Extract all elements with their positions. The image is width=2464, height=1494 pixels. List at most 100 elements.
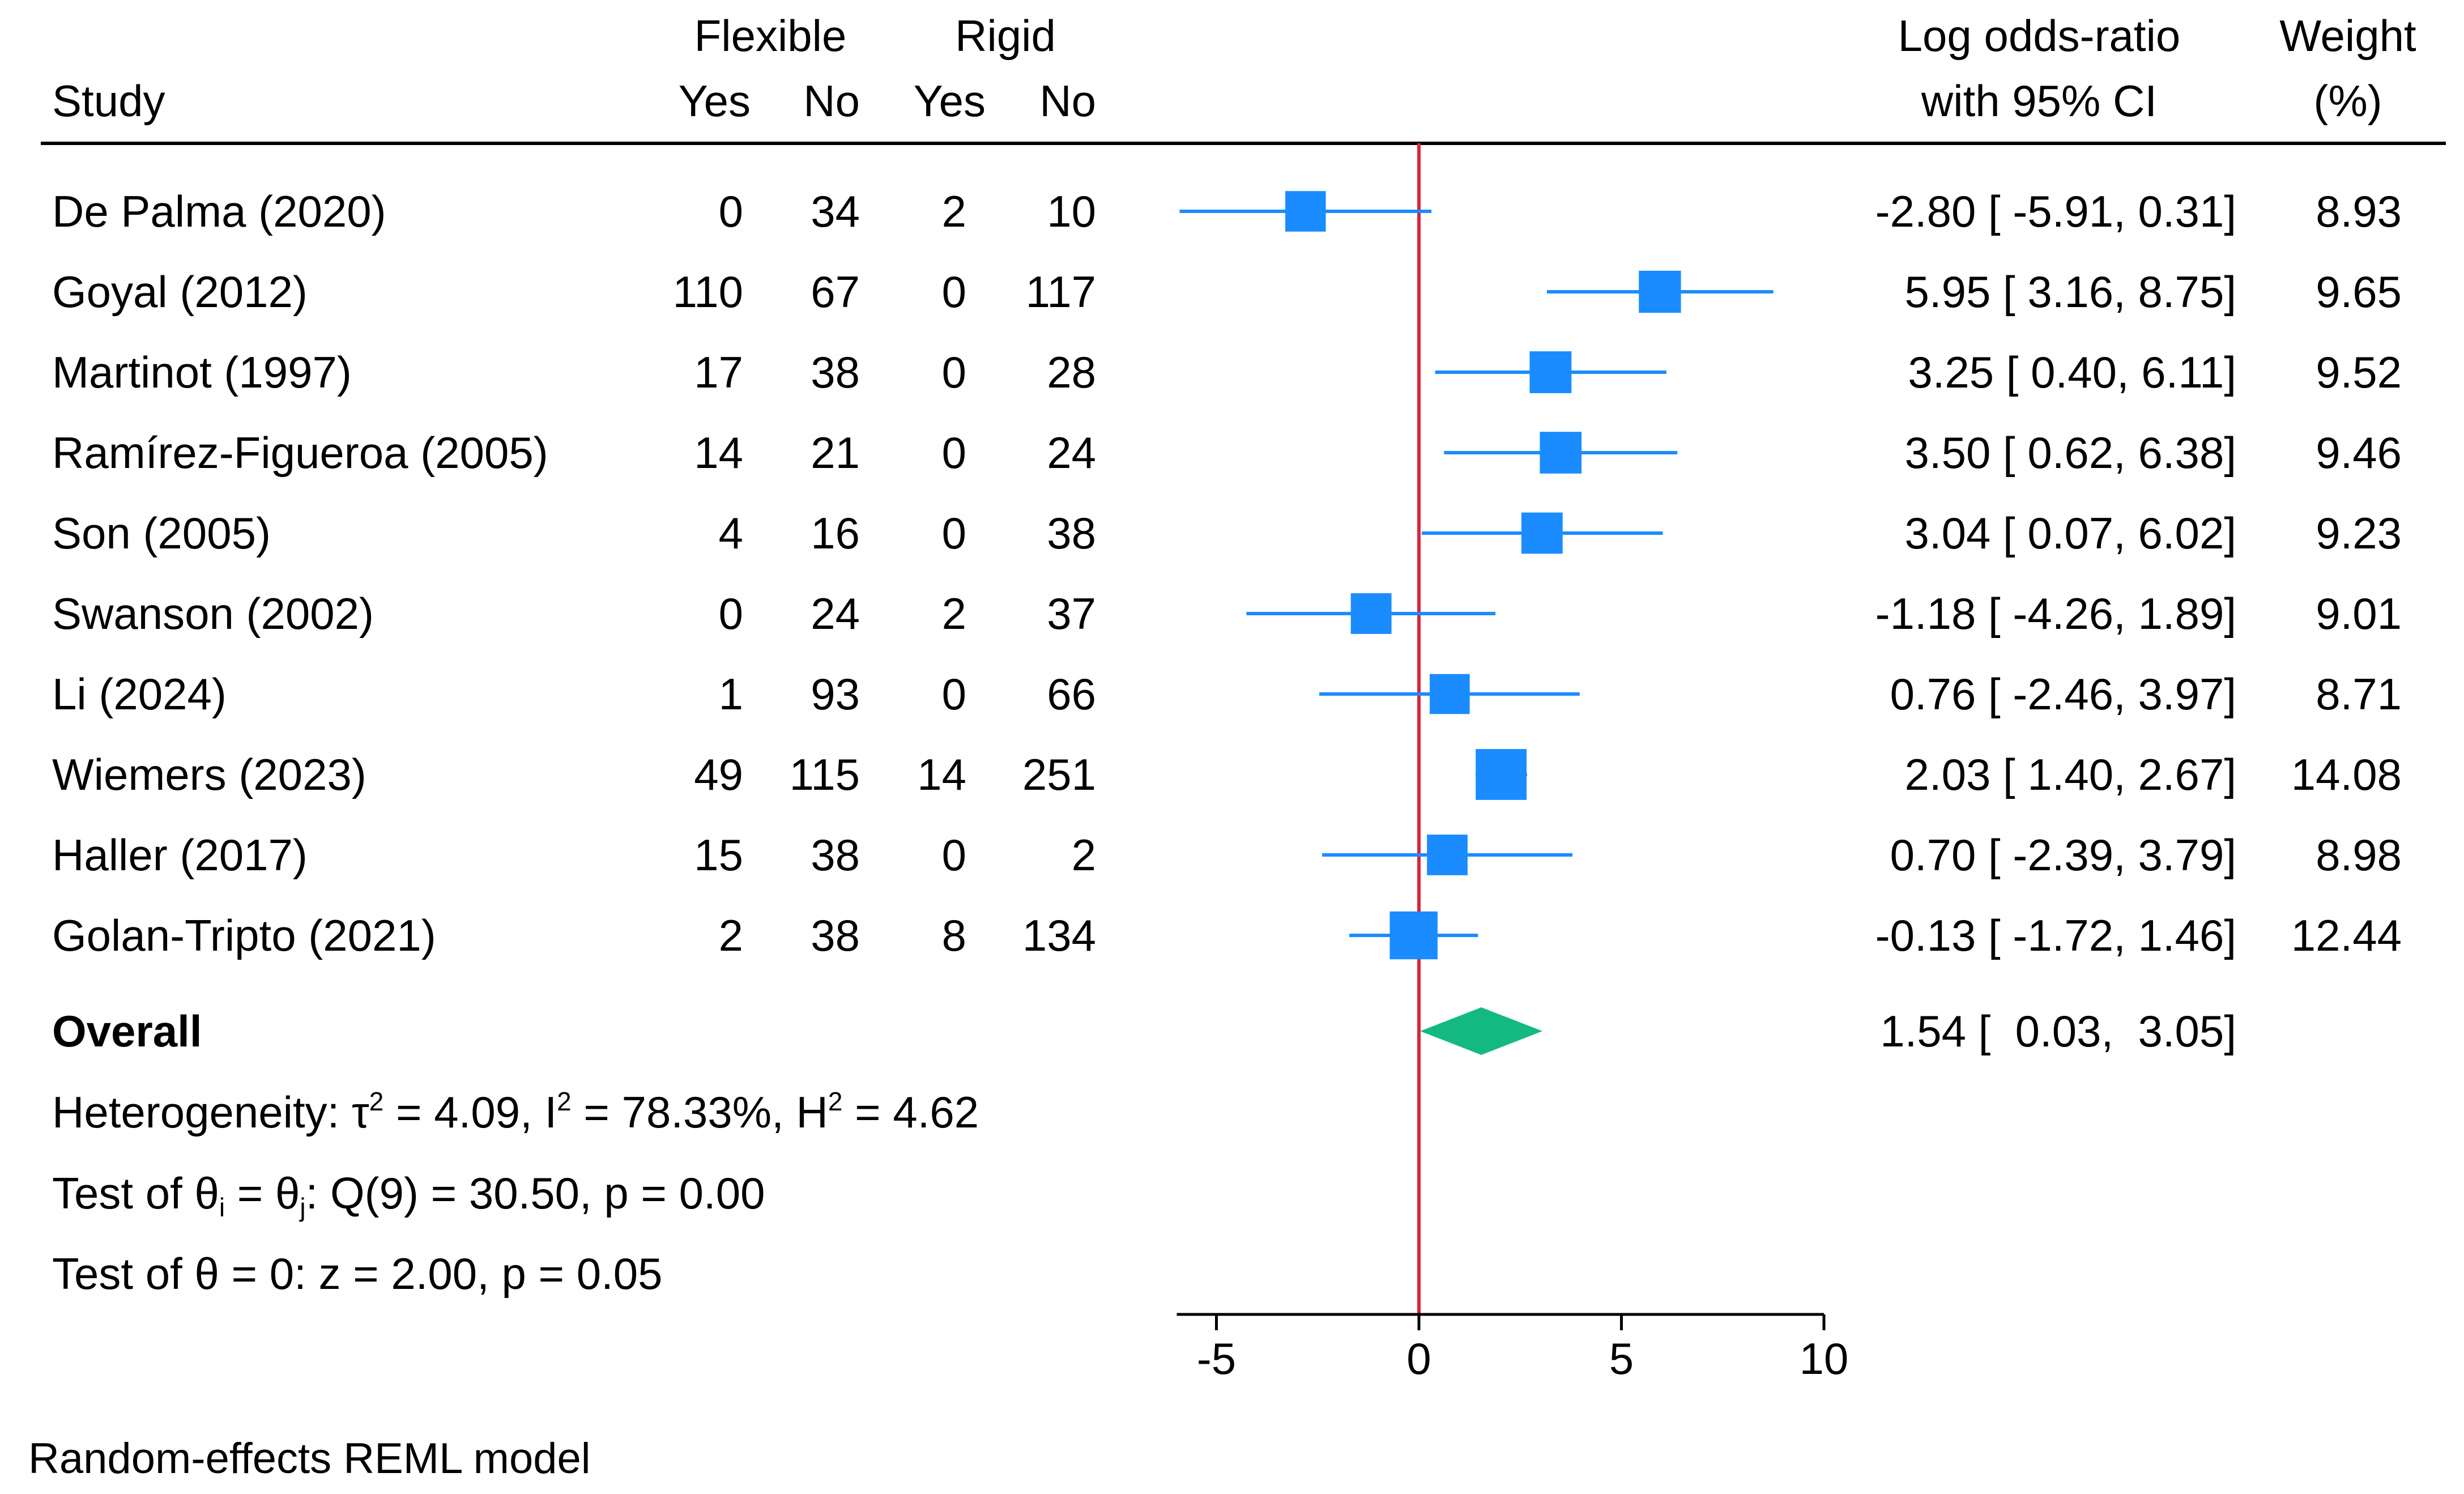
weight-text: 9.46	[2316, 428, 2402, 478]
study-name: De Palma (2020)	[52, 186, 386, 236]
rigid-yes-count: 2	[942, 589, 966, 639]
x-tick-label: 0	[1406, 1334, 1431, 1384]
weight-text: 12.44	[2291, 910, 2402, 960]
flexible-no-count: 38	[811, 830, 860, 880]
heterogeneity-text: Heterogeneity: τ2 = 4.09, I2 = 78.33%, H…	[52, 1087, 979, 1137]
rigid-yes-count: 0	[942, 428, 966, 478]
weight-text: 9.23	[2316, 508, 2402, 558]
z-test-text: Test of θ = 0: z = 2.00, p = 0.05	[52, 1249, 663, 1299]
rigid-no-count: 28	[1047, 347, 1096, 397]
flexible-no-count: 34	[811, 186, 860, 236]
point-estimate-square	[1350, 593, 1392, 634]
point-estimate-square	[1639, 270, 1681, 313]
rigid-yes-count: 0	[942, 347, 966, 397]
effect-ci-text: 0.70 [ -2.39, 3.79]	[1890, 830, 2236, 880]
overall-diamond	[1420, 1007, 1543, 1055]
header-flexible-no: No	[803, 76, 860, 126]
flexible-yes-count: 0	[719, 186, 743, 236]
study-name: Martinot (1997)	[52, 347, 352, 397]
study-name: Son (2005)	[52, 508, 271, 558]
x-axis: -5 0 5 10	[1176, 1313, 1849, 1384]
flexible-yes-count: 4	[719, 508, 743, 558]
header-rigid-yes: Yes	[914, 76, 986, 126]
flexible-no-count: 67	[811, 267, 860, 317]
weight-text: 9.52	[2316, 347, 2402, 397]
study-name: Goyal (2012)	[52, 267, 308, 317]
flexible-no-count: 16	[811, 508, 860, 558]
point-estimate-square	[1521, 512, 1563, 554]
point-estimate-square	[1529, 351, 1572, 393]
rigid-no-count: 251	[1022, 750, 1096, 799]
weight-text: 8.93	[2316, 186, 2402, 236]
study-name: Haller (2017)	[52, 830, 308, 880]
effect-ci-text: 2.03 [ 1.40, 2.67]	[1905, 750, 2236, 799]
header-effect-line1: Log odds-ratio	[1898, 11, 2181, 61]
point-estimate-square	[1285, 191, 1326, 232]
x-tick-label: 10	[1800, 1334, 1849, 1384]
rigid-yes-count: 2	[942, 186, 966, 236]
weight-text: 9.01	[2316, 589, 2402, 639]
point-estimate-square	[1389, 911, 1438, 960]
study-marks	[1179, 191, 1774, 960]
flexible-no-count: 93	[811, 669, 860, 719]
rigid-no-count: 134	[1022, 910, 1096, 960]
point-estimate-square	[1430, 674, 1470, 714]
rigid-no-count: 117	[1026, 267, 1096, 317]
header-weight-line1: Weight	[2279, 11, 2416, 61]
point-estimate-square	[1540, 432, 1582, 474]
overall-label: Overall	[52, 1006, 202, 1056]
effect-ci-text: 0.76 [ -2.46, 3.97]	[1890, 669, 2236, 719]
rigid-no-count: 10	[1047, 186, 1096, 236]
overall-ci: 1.54 [ 0.03, 3.05]	[1880, 1006, 2236, 1056]
rigid-no-count: 37	[1047, 589, 1096, 639]
rigid-no-count: 2	[1072, 830, 1096, 880]
rigid-yes-count: 0	[942, 267, 966, 317]
flexible-yes-count: 49	[694, 750, 743, 799]
study-name: Li (2024)	[52, 669, 227, 719]
header-weight-line2: (%)	[2313, 76, 2382, 126]
flexible-yes-count: 15	[694, 830, 743, 880]
x-tick-label: 5	[1609, 1334, 1634, 1384]
weight-text: 8.98	[2316, 830, 2402, 880]
header-effect-line2: with 95% CI	[1921, 76, 2157, 126]
header-flexible-yes: Yes	[679, 76, 751, 126]
effect-ci-text: 3.50 [ 0.62, 6.38]	[1905, 428, 2236, 478]
flexible-yes-count: 110	[673, 267, 743, 317]
footnote: Random-effects REML model	[28, 1435, 591, 1483]
flexible-no-count: 21	[811, 428, 860, 478]
rigid-yes-count: 8	[942, 910, 966, 960]
rigid-no-count: 24	[1047, 428, 1096, 478]
effect-ci-text: -2.80 [ -5.91, 0.31]	[1875, 186, 2236, 236]
rigid-yes-count: 0	[942, 669, 966, 719]
effect-ci-text: 3.04 [ 0.07, 6.02]	[1905, 508, 2236, 558]
rigid-yes-count: 14	[917, 750, 966, 799]
point-estimate-square	[1476, 749, 1527, 800]
flexible-yes-count: 14	[694, 428, 743, 478]
flexible-no-count: 38	[811, 347, 860, 397]
weight-text: 9.65	[2316, 267, 2402, 317]
header-rigid-no: No	[1039, 76, 1096, 126]
flexible-no-count: 115	[790, 750, 860, 799]
weight-text: 14.08	[2291, 750, 2402, 799]
flexible-yes-count: 0	[719, 589, 743, 639]
rigid-no-count: 38	[1047, 508, 1096, 558]
study-name: Golan-Tripto (2021)	[52, 910, 436, 960]
plot-area	[1179, 143, 1774, 1314]
flexible-yes-count: 17	[694, 347, 743, 397]
rigid-no-count: 66	[1047, 669, 1096, 719]
study-name: Ramírez-Figueroa (2005)	[52, 428, 548, 478]
header-flexible: Flexible	[694, 11, 847, 61]
flexible-no-count: 38	[811, 910, 860, 960]
study-table: De Palma (2020) 0 34 2 10 -2.80 [ -5.91, 0.31…	[52, 186, 2402, 960]
effect-ci-text: 3.25 [ 0.40, 6.11]	[1908, 347, 2236, 397]
q-test-text: Test of θi = θj: Q(9) = 30.50, p = 0.00	[52, 1168, 765, 1222]
study-name: Swanson (2002)	[52, 589, 374, 639]
effect-ci-text: -0.13 [ -1.72, 1.46]	[1875, 910, 2236, 960]
rigid-yes-count: 0	[942, 508, 966, 558]
rigid-yes-count: 0	[942, 830, 966, 880]
flexible-yes-count: 1	[719, 669, 743, 719]
point-estimate-square	[1427, 835, 1468, 875]
study-name: Wiemers (2023)	[52, 750, 366, 799]
weight-text: 8.71	[2316, 669, 2402, 719]
